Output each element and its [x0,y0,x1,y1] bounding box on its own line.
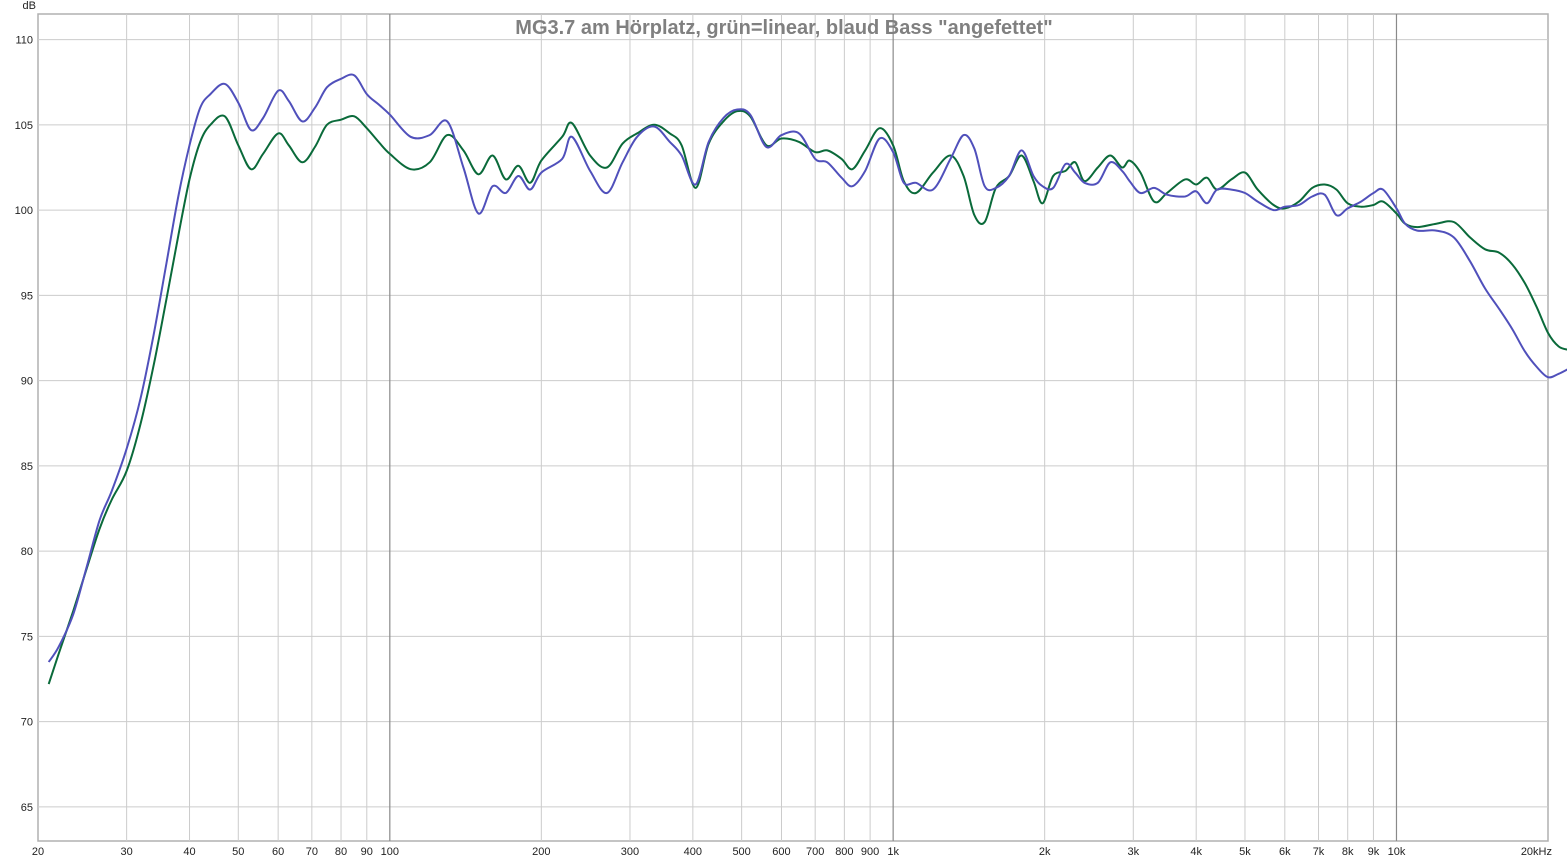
x-tick-label: 1k [887,846,899,858]
x-tick-label: 600 [772,846,790,858]
y-tick-label: 70 [21,717,33,729]
x-tick-label: 100 [381,846,399,858]
y-tick-label: 65 [21,802,33,814]
series-line-1 [47,109,1567,685]
chart-title: MG3.7 am Hörplatz, grün=linear, blaud Ba… [515,17,1052,39]
x-tick-label: 6k [1279,846,1291,858]
tick-labels: 65 70 75 80 85 90 95 100 105 110 20 30 40 50 60 70 80 90 1… [15,35,1552,858]
y-tick-label: 75 [21,631,33,643]
y-tick-label: 80 [21,546,33,558]
x-tick-label: 700 [806,846,824,858]
x-tick-label: 4k [1190,846,1202,858]
x-tick-label: 5k [1239,846,1251,858]
y-tick-label: 95 [21,290,33,302]
series-group [47,73,1567,685]
y-tick-label: 85 [21,461,33,473]
y-axis-unit-label: dB [23,0,36,12]
x-tick-label: 50 [232,846,244,858]
series-line-2 [47,73,1567,663]
x-tick-label: 2k [1039,846,1051,858]
x-tick-label: 8k [1342,846,1354,858]
x-tick-label: 7k [1313,846,1325,858]
x-tick-label: 70 [306,846,318,858]
x-tick-label: 9k [1368,846,1380,858]
x-tick-label: 90 [361,846,373,858]
y-tick-label: 105 [15,120,33,132]
x-tick-label: 80 [335,846,347,858]
x-tick-label: 800 [835,846,853,858]
y-tick-label: 110 [15,35,33,47]
x-tick-label: 300 [621,846,639,858]
x-tick-label: 30 [121,846,133,858]
x-tick-label: 900 [861,846,879,858]
x-tick-label: 500 [732,846,750,858]
x-tick-label: 200 [532,846,550,858]
x-tick-label: 40 [183,846,195,858]
plot-frame [37,13,1549,842]
grid [38,14,1548,841]
x-tick-label: 400 [684,846,702,858]
y-tick-label: 90 [21,376,33,388]
x-tick-label: 20 [32,846,44,858]
x-tick-label: 60 [272,846,284,858]
x-tick-label: 20kHz [1521,846,1552,858]
x-tick-label: 10k [1388,846,1406,858]
x-tick-label: 3k [1127,846,1139,858]
y-tick-label: 100 [15,205,33,217]
